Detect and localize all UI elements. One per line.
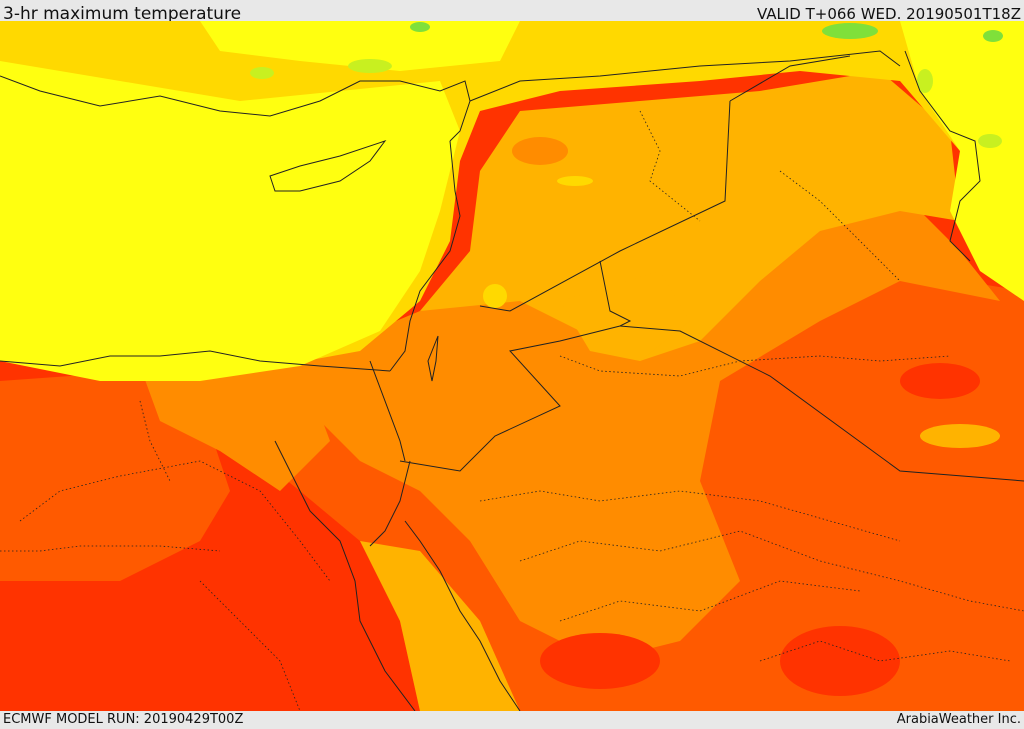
footer-bar: ECMWF MODEL RUN: 20190429T00Z ArabiaWeat… — [0, 711, 1024, 729]
warm-spot — [920, 424, 1000, 448]
band-cool-patch — [250, 67, 274, 79]
hot-spot — [512, 137, 568, 165]
band-mild-sea — [0, 61, 460, 381]
credit-label: ArabiaWeather Inc. — [896, 712, 1021, 727]
band-warmer-redsea — [360, 541, 520, 711]
province-lines — [0, 110, 1024, 711]
warm-spot — [557, 176, 593, 186]
hot-spot — [900, 363, 980, 399]
band-hot — [300, 191, 1000, 661]
model-run-label: ECMWF MODEL RUN: 20190429T00Z — [3, 712, 244, 727]
band-hot-sinai — [140, 361, 330, 491]
valid-time-label: VALID T+066 WED. 20190501T18Z — [756, 5, 1021, 23]
band-cool-patch — [978, 134, 1002, 148]
band-warmer-jordan — [560, 271, 690, 361]
band-coolest-patch — [983, 30, 1003, 42]
band-coolest-patch — [410, 22, 430, 32]
map-title: 3-hr maximum temperature — [3, 4, 242, 21]
coastlines — [0, 75, 521, 711]
hot-spot — [780, 626, 900, 696]
country-borders — [369, 50, 1024, 482]
band-coolest-patch — [822, 23, 878, 39]
map-canvas — [0, 21, 1024, 711]
hot-spot — [540, 633, 660, 689]
temperature-map[interactable] — [0, 21, 1024, 711]
warm-spot — [483, 284, 507, 308]
band-mild-east — [900, 21, 1024, 301]
band-cool-patch — [348, 59, 392, 73]
band-mild-north — [200, 21, 520, 71]
header-bar: 3-hr maximum temperature VALID T+066 WED… — [0, 0, 1024, 23]
band-cool-patch — [917, 69, 933, 93]
